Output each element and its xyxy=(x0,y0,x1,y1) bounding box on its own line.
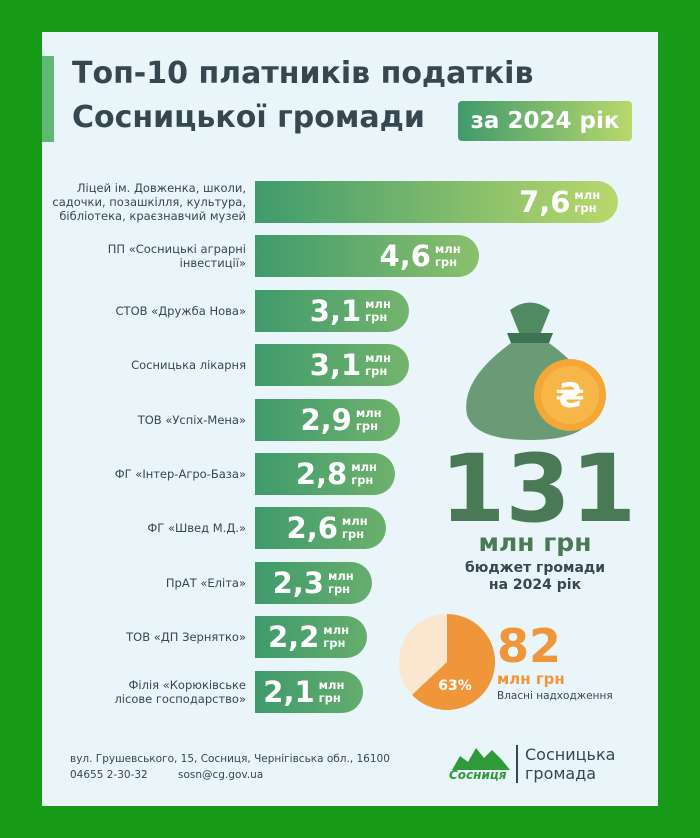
org-name: Сосницька громада xyxy=(525,745,616,783)
value-label: 3,1 xyxy=(309,293,362,328)
budget-total: 131 xyxy=(440,435,637,544)
value-label: 2,6 xyxy=(286,511,338,546)
bar xyxy=(255,453,396,495)
bar xyxy=(255,507,386,550)
phone: 04655 2-30-32 xyxy=(70,769,148,781)
bar xyxy=(255,344,410,387)
value-unit: млн грн xyxy=(323,623,350,651)
pie-total: 82 xyxy=(497,619,562,673)
address: вул. Грушевського, 15, Сосниця, Чернігів… xyxy=(70,753,390,765)
pie-caption: Власні надходження xyxy=(497,690,613,702)
category-label: Філія «Корюківське лісове господарство» xyxy=(114,677,246,706)
value-unit: млн грн xyxy=(318,677,345,705)
value-label: 4,6 xyxy=(379,239,431,274)
pie-unit: млн грн xyxy=(497,670,565,688)
category-label: ФГ «Інтер-Агро-База» xyxy=(114,467,246,481)
value-unit: млн грн xyxy=(434,242,461,270)
category-label: Ліцей ім. Довженка, школи, садочки, поза… xyxy=(52,181,246,223)
category-label: Сосницька лікарня xyxy=(131,358,246,373)
bar xyxy=(255,181,619,223)
category-label: СТОВ «Дружба Нова» xyxy=(115,303,246,318)
value-label: 2,1 xyxy=(263,674,315,709)
value-label: 7,6 xyxy=(519,185,571,219)
pie-chart: 63% xyxy=(399,614,495,710)
value-unit: млн грн xyxy=(365,351,391,379)
money-bag: ₴ xyxy=(466,302,606,440)
value-unit: млн грн xyxy=(365,296,391,324)
value-label: 2,2 xyxy=(267,620,320,655)
value-unit: млн грн xyxy=(355,405,382,433)
bar xyxy=(255,235,479,278)
logo-divider xyxy=(516,745,518,783)
bar xyxy=(255,289,410,332)
value-label: 2,9 xyxy=(300,402,352,437)
logo-mark xyxy=(452,748,510,770)
accent-stripe xyxy=(42,56,54,142)
value-unit: млн грн xyxy=(574,188,601,215)
category-label: ТОВ «ДП Зернятко» xyxy=(126,630,246,645)
category-label: ФГ «Швед М.Д.» xyxy=(147,521,246,536)
pie-slice xyxy=(412,614,495,710)
email: sosn@cg.gov.ua xyxy=(178,769,264,781)
value-unit: млн грн xyxy=(341,514,368,542)
bar xyxy=(255,561,372,604)
bar xyxy=(255,670,363,713)
category-label: ПрАТ «Еліта» xyxy=(165,575,246,590)
bar xyxy=(255,398,400,441)
budget-unit: млн грн xyxy=(478,528,592,557)
title: Топ-10 платників податків Сосницької гро… xyxy=(72,56,534,135)
value-unit: млн грн xyxy=(351,460,377,487)
svg-text:₴: ₴ xyxy=(555,376,584,416)
budget-caption: бюджет громади на 2024 рік xyxy=(464,560,606,593)
value-unit: млн грн xyxy=(327,568,354,596)
subtitle-badge: за 2024 рік xyxy=(458,101,632,141)
value-label: 3,1 xyxy=(309,348,362,383)
value-label: 2,8 xyxy=(295,457,348,491)
value-label: 2,3 xyxy=(272,565,324,600)
category-label: ТОВ «Успіх-Мена» xyxy=(137,412,246,427)
bar xyxy=(255,616,368,659)
category-label: ПП «Сосницькі аграрні інвестиції» xyxy=(107,242,246,271)
pie-label: 63% xyxy=(438,678,472,694)
logo-name: Сосниця xyxy=(449,768,507,782)
